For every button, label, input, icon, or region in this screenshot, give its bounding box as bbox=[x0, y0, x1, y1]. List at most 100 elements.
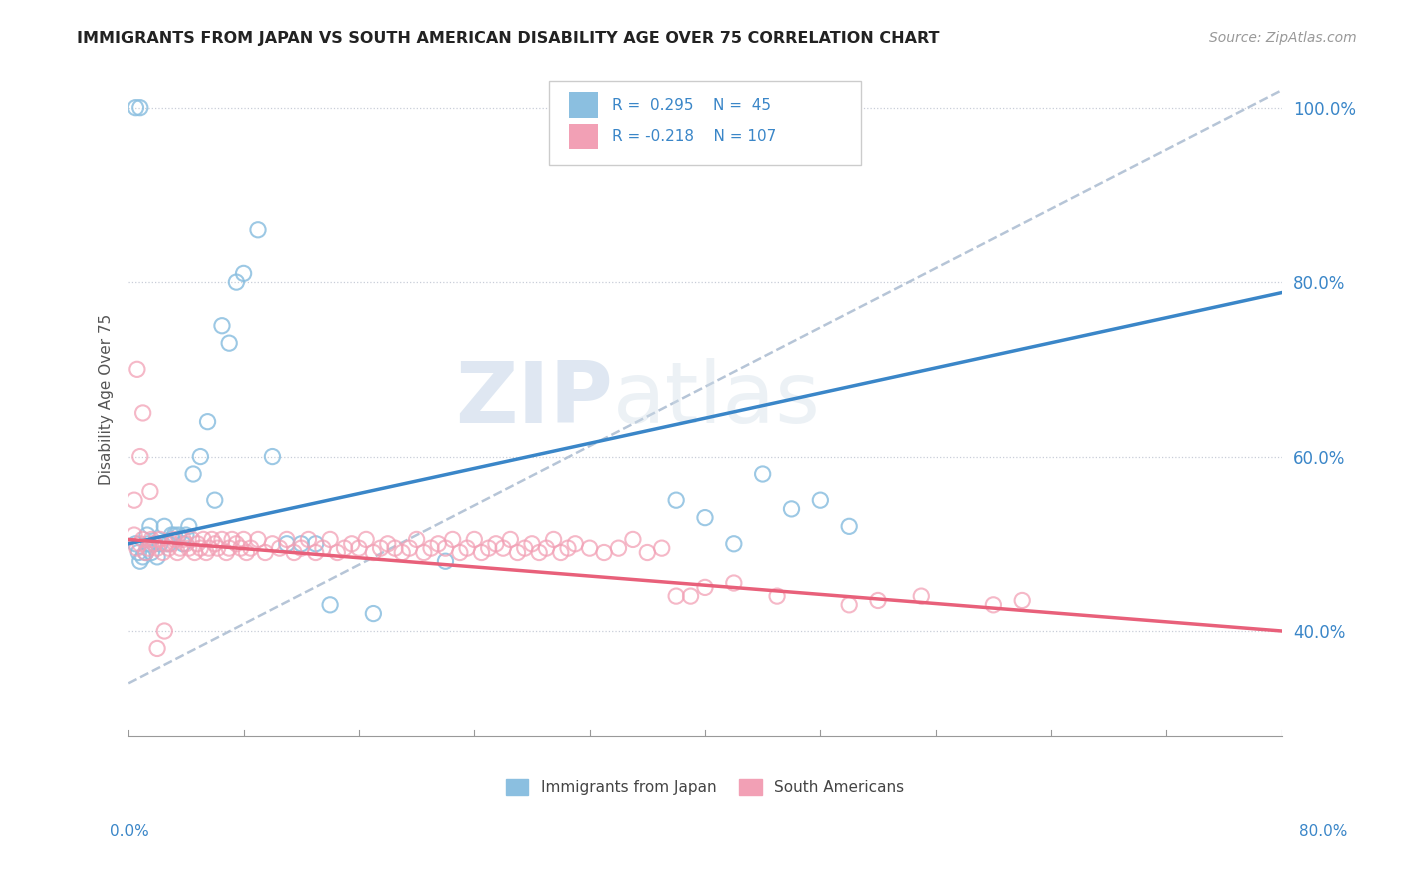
Point bbox=[412, 545, 434, 559]
Point bbox=[492, 541, 515, 556]
Point bbox=[723, 576, 745, 591]
Point bbox=[470, 545, 492, 559]
Point bbox=[363, 545, 385, 559]
Point bbox=[157, 537, 180, 551]
Point bbox=[218, 336, 240, 351]
Point bbox=[478, 541, 501, 556]
Point bbox=[543, 533, 565, 547]
Point bbox=[651, 541, 673, 556]
Point bbox=[146, 541, 169, 556]
Point bbox=[211, 533, 233, 547]
Point bbox=[138, 537, 160, 551]
Point bbox=[636, 545, 658, 559]
Point bbox=[180, 533, 202, 547]
Point bbox=[536, 541, 558, 556]
Point bbox=[128, 554, 150, 568]
Point bbox=[135, 545, 157, 559]
Point bbox=[564, 537, 586, 551]
Point bbox=[160, 537, 183, 551]
Point bbox=[139, 484, 162, 499]
Point bbox=[122, 528, 145, 542]
Point bbox=[319, 533, 342, 547]
Text: atlas: atlas bbox=[613, 359, 821, 442]
Point bbox=[149, 533, 172, 547]
Point bbox=[135, 545, 157, 559]
Point bbox=[131, 406, 153, 420]
Point bbox=[276, 537, 298, 551]
Point bbox=[427, 537, 450, 551]
Point bbox=[384, 541, 406, 556]
Point bbox=[174, 528, 197, 542]
Point bbox=[215, 545, 238, 559]
Point bbox=[679, 589, 702, 603]
Point bbox=[177, 541, 200, 556]
Point bbox=[125, 362, 148, 376]
Point bbox=[838, 598, 860, 612]
Point bbox=[177, 519, 200, 533]
Point bbox=[157, 541, 180, 556]
Point bbox=[557, 541, 579, 556]
Point bbox=[550, 545, 572, 559]
Point bbox=[262, 450, 284, 464]
Point bbox=[247, 533, 270, 547]
Point bbox=[1011, 593, 1033, 607]
Point bbox=[297, 533, 319, 547]
Text: ZIP: ZIP bbox=[456, 359, 613, 442]
Text: R = -0.218    N = 107: R = -0.218 N = 107 bbox=[612, 129, 776, 145]
Point bbox=[131, 533, 153, 547]
Point bbox=[305, 545, 328, 559]
Point bbox=[163, 528, 186, 542]
Point bbox=[124, 537, 146, 551]
Point bbox=[506, 545, 529, 559]
Point bbox=[319, 598, 342, 612]
Point bbox=[174, 537, 197, 551]
Point bbox=[166, 545, 188, 559]
Text: IMMIGRANTS FROM JAPAN VS SOUTH AMERICAN DISABILITY AGE OVER 75 CORRELATION CHART: IMMIGRANTS FROM JAPAN VS SOUTH AMERICAN … bbox=[77, 31, 939, 46]
Point bbox=[136, 528, 159, 542]
FancyBboxPatch shape bbox=[550, 81, 860, 165]
Point bbox=[186, 537, 208, 551]
Point bbox=[247, 223, 270, 237]
Point bbox=[139, 519, 162, 533]
Point bbox=[751, 467, 773, 481]
Point bbox=[578, 541, 600, 556]
Point bbox=[193, 533, 215, 547]
Point bbox=[866, 593, 889, 607]
Point bbox=[188, 541, 211, 556]
Point bbox=[138, 541, 160, 556]
Point bbox=[211, 318, 233, 333]
Point bbox=[398, 541, 420, 556]
Point bbox=[262, 537, 284, 551]
Point bbox=[910, 589, 932, 603]
Point bbox=[312, 541, 335, 556]
Point bbox=[326, 545, 349, 559]
Point bbox=[125, 541, 148, 556]
Point bbox=[607, 541, 630, 556]
Point bbox=[593, 545, 616, 559]
Point bbox=[128, 101, 150, 115]
Point bbox=[183, 545, 205, 559]
Point bbox=[163, 533, 186, 547]
Point bbox=[232, 533, 254, 547]
FancyBboxPatch shape bbox=[569, 92, 598, 118]
Point bbox=[838, 519, 860, 533]
Point bbox=[225, 537, 247, 551]
Point bbox=[188, 450, 211, 464]
Point bbox=[276, 533, 298, 547]
Point bbox=[239, 541, 262, 556]
Point bbox=[305, 537, 328, 551]
Point bbox=[391, 545, 413, 559]
Point bbox=[232, 266, 254, 280]
Point bbox=[131, 549, 153, 564]
Point bbox=[235, 545, 257, 559]
Point bbox=[377, 537, 399, 551]
Point bbox=[766, 589, 789, 603]
Point bbox=[693, 581, 716, 595]
Point bbox=[441, 533, 464, 547]
Point bbox=[347, 541, 370, 556]
Point bbox=[124, 101, 146, 115]
Point bbox=[485, 537, 508, 551]
Point bbox=[128, 537, 150, 551]
Point bbox=[128, 450, 150, 464]
Point bbox=[723, 537, 745, 551]
